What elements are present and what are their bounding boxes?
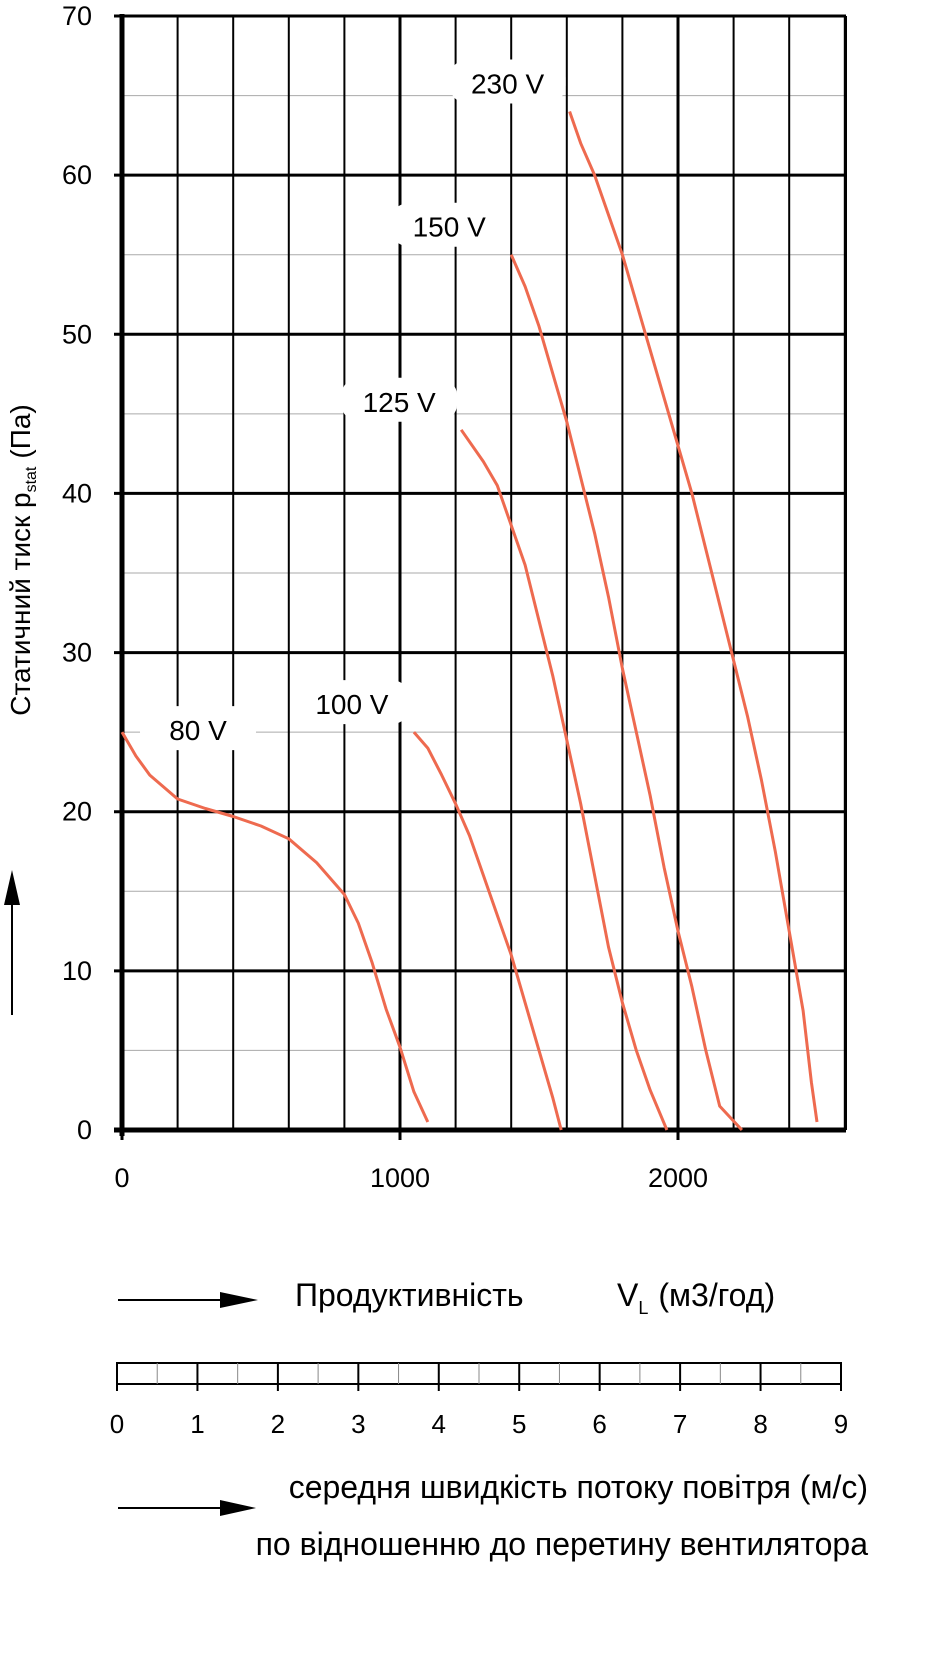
x-axis-symbol: VL (м3/год) xyxy=(617,1277,775,1318)
y-axis-title: Статичний тиск pstat (Па) xyxy=(5,404,40,716)
velocity-tick-labels: 0 1 2 3 4 5 6 7 8 9 xyxy=(110,1409,848,1439)
y-tick-label: 70 xyxy=(62,1,92,31)
velocity-tick-label: 0 xyxy=(110,1409,124,1439)
y-tick-label: 0 xyxy=(77,1115,92,1145)
y-axis-title-unit: (Па) xyxy=(5,404,36,458)
curve-label-bg xyxy=(449,59,566,104)
y-tick-label: 30 xyxy=(62,638,92,668)
major-gridlines xyxy=(114,14,846,1130)
velocity-tick-label: 9 xyxy=(834,1409,848,1439)
velocity-tick-label: 4 xyxy=(432,1409,446,1439)
performance-curves xyxy=(120,111,819,1132)
y-tick-label: 10 xyxy=(62,956,92,986)
velocity-arrow xyxy=(118,1500,256,1516)
curve-100-v xyxy=(412,731,563,1131)
x-axis-arrow xyxy=(118,1292,258,1308)
curve-230-v xyxy=(568,111,819,1123)
y-axis-title-sub: stat xyxy=(23,466,40,492)
velocity-tick-label: 8 xyxy=(753,1409,767,1439)
curve-label: 230 V xyxy=(471,68,544,99)
y-tick-labels: 0 10 20 30 40 50 60 70 xyxy=(62,1,92,1145)
y-axis-arrow xyxy=(4,870,20,1015)
x-tick-label: 2000 xyxy=(648,1163,708,1193)
velocity-tick-label: 3 xyxy=(351,1409,365,1439)
curve-labels: 80 V 100 V 125 V 150 V 230 V xyxy=(140,59,566,751)
curve-label: 150 V xyxy=(413,212,486,243)
velocity-label-line2: по відношенню до перетину вентилятора xyxy=(256,1526,869,1562)
x-tick-label: 0 xyxy=(114,1163,129,1193)
y-tick-label: 50 xyxy=(62,319,92,349)
velocity-tick-label: 5 xyxy=(512,1409,526,1439)
y-axis-title-main: Статичний тиск p xyxy=(5,492,36,715)
velocity-tick-label: 7 xyxy=(673,1409,687,1439)
curve-125-v xyxy=(459,428,669,1131)
velocity-tick-label: 2 xyxy=(271,1409,285,1439)
x-tick-labels: 0 1000 2000 xyxy=(114,1163,708,1193)
curve-label-bg xyxy=(341,377,458,422)
velocity-tick-label: 1 xyxy=(190,1409,204,1439)
curve-label-bg xyxy=(140,706,256,751)
x-axis-title-sub: L xyxy=(638,1298,648,1318)
velocity-scale xyxy=(116,1362,842,1391)
y-tick-label: 40 xyxy=(62,478,92,508)
curve-label: 80 V xyxy=(169,715,227,746)
y-tick-label: 20 xyxy=(62,797,92,827)
curve-label: 125 V xyxy=(363,387,436,418)
curve-150-v xyxy=(509,254,743,1132)
axes xyxy=(114,14,847,1140)
curve-80-v xyxy=(120,731,430,1123)
velocity-label-line1: середня швидкість потоку повітря (м/с) xyxy=(289,1469,868,1505)
curve-label-bg xyxy=(391,202,508,247)
velocity-tick-label: 6 xyxy=(592,1409,606,1439)
x-axis-title-symbol: V xyxy=(617,1277,639,1313)
x-axis-title-main: Продуктивність xyxy=(295,1277,524,1313)
x-axis-title-unit: (м3/год) xyxy=(658,1277,775,1313)
x-axis-title: Продуктивність xyxy=(295,1277,524,1313)
curve-label-bg xyxy=(293,680,410,725)
x-tick-label: 1000 xyxy=(370,1163,430,1193)
curve-label: 100 V xyxy=(315,689,388,720)
y-tick-label: 60 xyxy=(62,160,92,190)
